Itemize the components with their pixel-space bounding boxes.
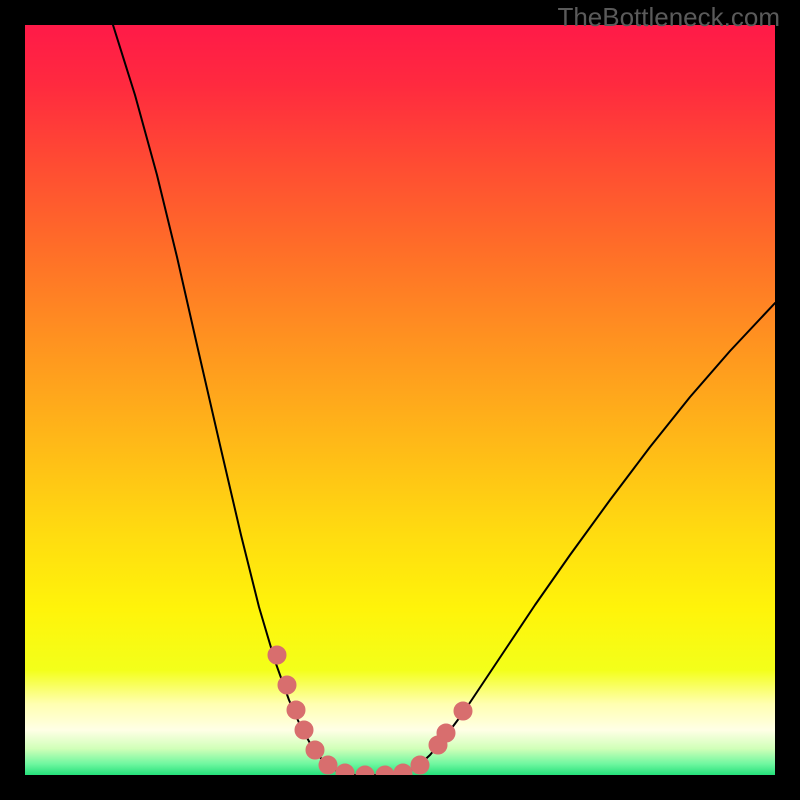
curve-marker [336,764,354,782]
curve-marker [306,741,324,759]
curve-marker [356,766,374,784]
curve-marker [376,766,394,784]
chart-stage: TheBottleneck.com [0,0,800,800]
curve-marker [295,721,313,739]
bottleneck-chart [0,0,800,800]
curve-marker [454,702,472,720]
curve-marker [437,724,455,742]
curve-marker [411,756,429,774]
plot-background [25,25,775,775]
curve-marker [394,764,412,782]
watermark-text: TheBottleneck.com [557,2,780,33]
curve-marker [319,756,337,774]
curve-marker [268,646,286,664]
curve-marker [287,701,305,719]
curve-marker [278,676,296,694]
